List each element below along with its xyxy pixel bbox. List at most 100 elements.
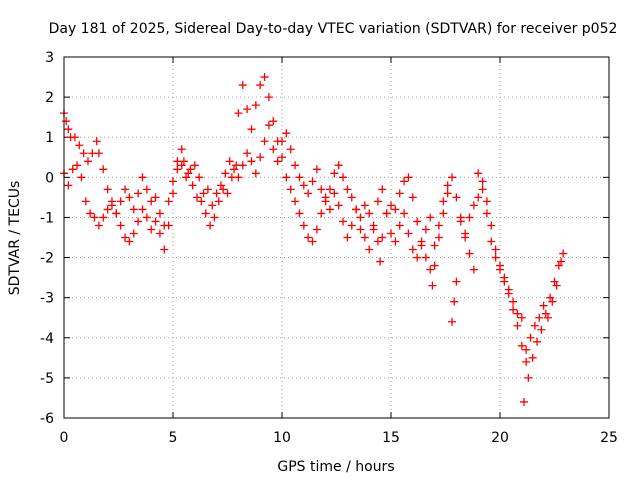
series-track-b (60, 121, 566, 406)
data-point (201, 209, 210, 218)
data-point (138, 205, 147, 214)
data-point (434, 233, 443, 242)
data-point (221, 169, 230, 178)
data-point (360, 201, 369, 210)
data-points (60, 73, 568, 406)
data-point (461, 229, 470, 238)
data-point (129, 229, 138, 238)
y-axis-label: SDTVAR / TECUs (7, 181, 23, 296)
data-point (278, 137, 286, 146)
data-point (528, 353, 537, 362)
data-point (554, 261, 563, 270)
data-point (273, 157, 282, 166)
data-point (347, 221, 356, 230)
data-point (452, 193, 461, 202)
data-point (186, 165, 195, 174)
data-point (219, 185, 228, 194)
data-point (426, 213, 435, 222)
data-point (376, 257, 385, 266)
data-point (282, 173, 291, 182)
data-point (238, 81, 247, 90)
data-point (256, 153, 265, 162)
data-point (456, 217, 465, 226)
y-tick-label-1: -5 (40, 371, 54, 387)
data-point (325, 185, 334, 194)
data-point (155, 229, 164, 238)
data-point (325, 205, 334, 214)
data-point (496, 265, 504, 274)
data-point (251, 101, 260, 110)
data-point (312, 165, 321, 174)
data-point (369, 221, 378, 230)
data-point (404, 173, 413, 182)
y-tick-label-2: -4 (40, 331, 54, 347)
y-tick-label-4: -2 (40, 251, 54, 267)
data-point (190, 161, 199, 170)
data-point (269, 117, 278, 126)
x-tick-label-4: 20 (491, 430, 509, 446)
data-point (382, 209, 391, 218)
data-point (526, 333, 535, 342)
data-point (107, 201, 116, 210)
data-point (387, 201, 395, 210)
y-tick-label-8: 2 (45, 90, 54, 106)
data-point (247, 125, 256, 134)
data-point (177, 161, 186, 170)
data-point (552, 281, 561, 290)
data-point (225, 157, 234, 166)
data-point (352, 205, 361, 214)
data-point (443, 189, 452, 198)
data-point (90, 213, 99, 222)
data-point (356, 225, 365, 234)
data-point (147, 225, 156, 234)
data-point (121, 185, 130, 194)
data-point (487, 221, 496, 230)
data-point (77, 173, 86, 182)
data-point (99, 165, 108, 174)
data-point (360, 233, 369, 242)
data-point (491, 245, 500, 254)
data-point (417, 241, 426, 250)
data-point (373, 197, 382, 206)
x-axis-tick-labels: 0 5 10 15 20 25 (60, 430, 618, 446)
data-point (546, 293, 555, 302)
data-point (199, 189, 208, 198)
data-point (155, 209, 164, 218)
data-point (234, 173, 243, 182)
data-point (260, 73, 269, 82)
data-point (94, 149, 103, 158)
data-point (395, 189, 404, 198)
data-point (169, 177, 177, 186)
data-point (400, 177, 409, 186)
data-point (121, 233, 130, 242)
data-point (522, 357, 531, 366)
data-point (522, 345, 531, 354)
data-point (550, 277, 559, 286)
data-point (197, 197, 206, 206)
data-point (299, 221, 308, 230)
y-tick-label-0: -6 (40, 411, 54, 427)
data-point (491, 253, 500, 262)
data-point (230, 165, 239, 174)
data-point (443, 181, 452, 190)
data-point (557, 257, 566, 266)
data-point (134, 189, 143, 198)
y-tick-label-3: -3 (40, 291, 54, 307)
data-point (504, 285, 513, 294)
data-point (378, 185, 387, 194)
data-point (142, 185, 151, 194)
data-point (509, 297, 518, 306)
data-point (535, 313, 544, 322)
data-point (312, 225, 321, 234)
data-point (291, 161, 300, 170)
data-point (465, 213, 474, 222)
data-point (408, 245, 417, 254)
data-point (103, 205, 112, 214)
data-point (234, 109, 243, 118)
data-point (448, 317, 457, 326)
data-point (142, 213, 151, 222)
data-point (339, 217, 348, 226)
data-point (539, 301, 548, 310)
data-point (530, 321, 539, 330)
